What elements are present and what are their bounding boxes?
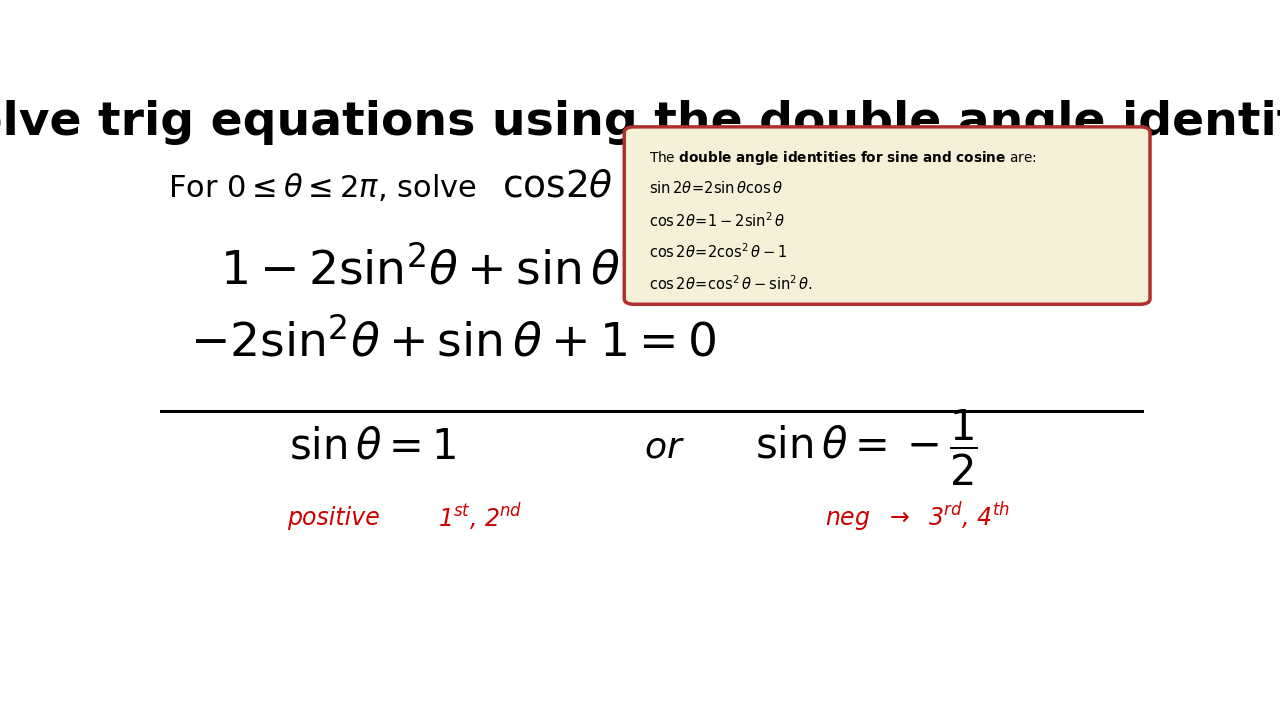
Text: 1$^{st}$, 2$^{nd}$: 1$^{st}$, 2$^{nd}$ [438,502,522,534]
FancyBboxPatch shape [625,127,1149,305]
Text: $\mathrm{cos}2\theta + \mathrm{sin}\theta = 0$: $\mathrm{cos}2\theta + \mathrm{sin}\thet… [502,170,804,204]
Text: $\cos 2\theta\!=\!2\cos^2\theta-1$: $\cos 2\theta\!=\!2\cos^2\theta-1$ [649,243,787,261]
Text: $\cos 2\theta\!=\!\cos^2\theta-\sin^2\theta.$: $\cos 2\theta\!=\!\cos^2\theta-\sin^2\th… [649,274,813,293]
Text: The $\mathbf{double\ angle\ identities\ for\ sine\ and\ cosine}$ are:: The $\mathbf{double\ angle\ identities\ … [649,149,1037,167]
Text: neg  $\rightarrow$  3$^{rd}$, 4$^{th}$: neg $\rightarrow$ 3$^{rd}$, 4$^{th}$ [824,501,1010,534]
Text: $-2\sin^2\!\theta + \sin\theta + 1 = 0$: $-2\sin^2\!\theta + \sin\theta + 1 = 0$ [189,319,716,366]
Text: $\sin\theta = 1$: $\sin\theta = 1$ [289,430,457,467]
Text: $1 - 2\sin^2\!\theta + \sin\theta = 0$: $1 - 2\sin^2\!\theta + \sin\theta = 0$ [220,247,707,294]
Text: $or$: $or$ [644,433,685,464]
Text: $\sin\theta = -\dfrac{1}{2}$: $\sin\theta = -\dfrac{1}{2}$ [755,408,978,488]
Text: Solve trig equations using the double angle identities: Solve trig equations using the double an… [0,100,1280,145]
Text: positive: positive [287,505,380,530]
Text: For $0 \leq \theta \leq 2\pi$, solve: For $0 \leq \theta \leq 2\pi$, solve [168,171,476,203]
Text: $\cos 2\theta\!=\!1-2\sin^2\theta$: $\cos 2\theta\!=\!1-2\sin^2\theta$ [649,211,785,230]
Text: $\sin 2\theta\!=\!2\sin\theta\cos\theta$: $\sin 2\theta\!=\!2\sin\theta\cos\theta$ [649,179,783,196]
